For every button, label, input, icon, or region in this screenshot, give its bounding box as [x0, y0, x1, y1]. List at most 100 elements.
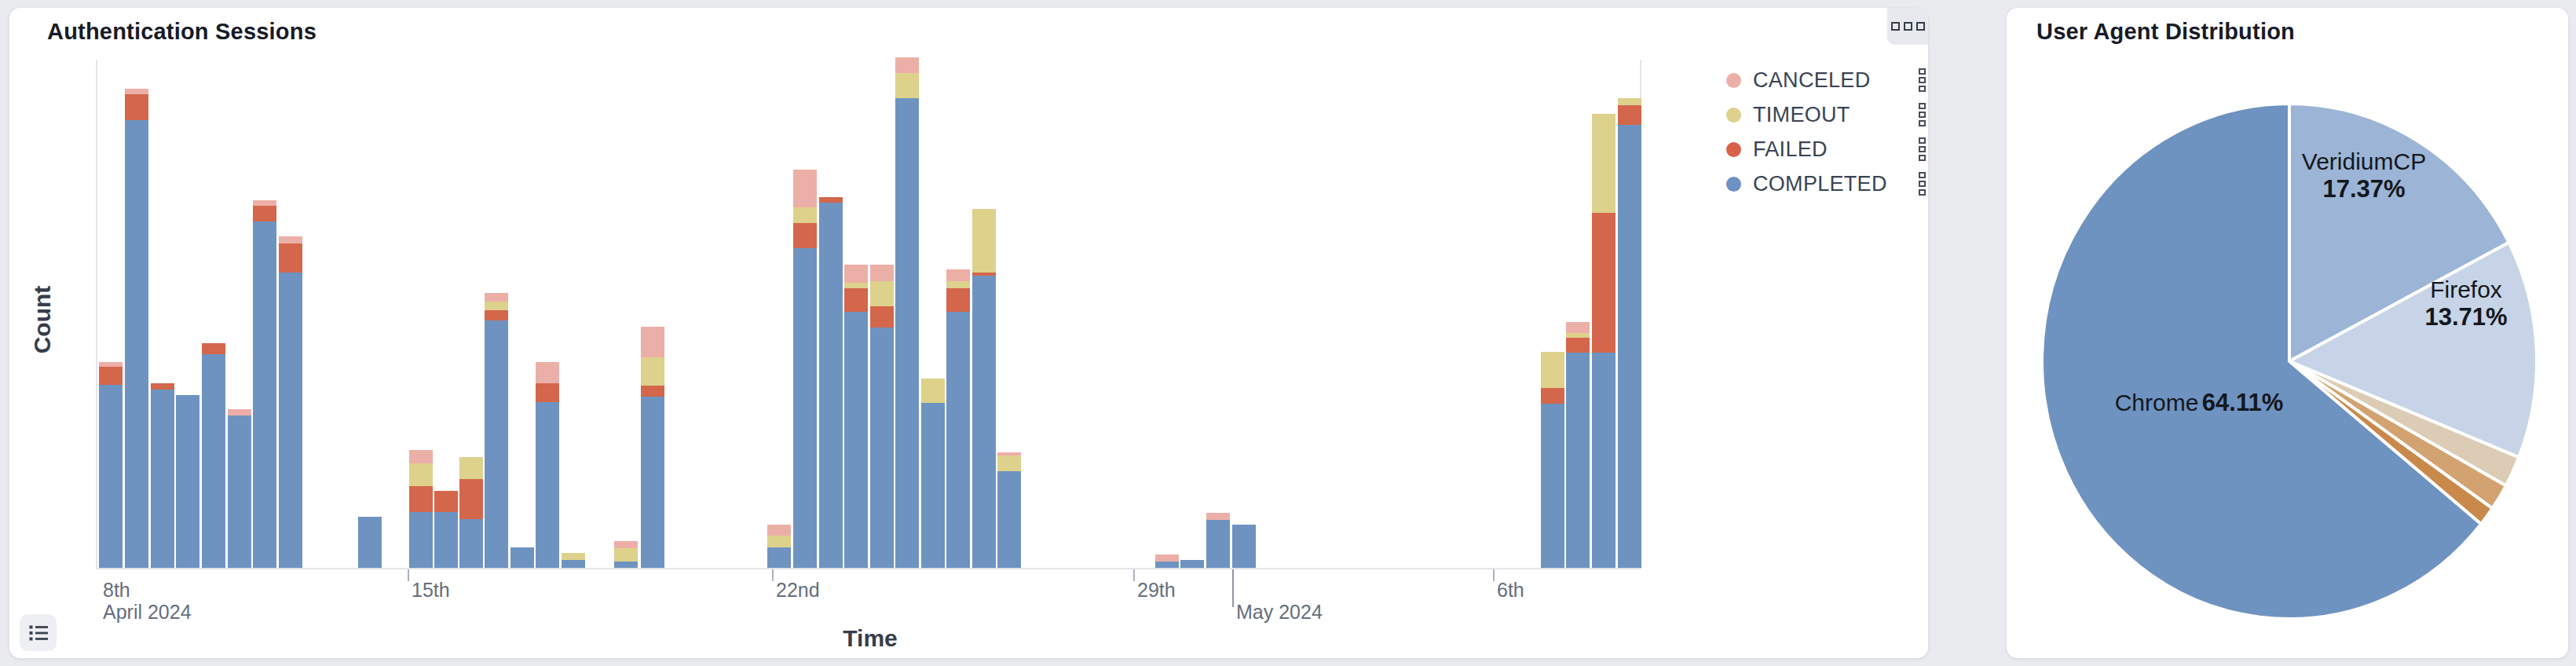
- bar-segment-completed[interactable]: [176, 395, 199, 568]
- bar-segment-completed[interactable]: [997, 471, 1021, 568]
- bar-segment-completed[interactable]: [536, 402, 559, 568]
- bar-segment-completed[interactable]: [228, 415, 251, 568]
- bar-segment-completed[interactable]: [358, 517, 382, 568]
- bar-segment-completed[interactable]: [972, 276, 996, 568]
- bar-segment-canceled[interactable]: [536, 362, 559, 383]
- drag-handle-icon[interactable]: [1917, 101, 1927, 128]
- bar-segment-completed[interactable]: [125, 120, 148, 568]
- bar-segment-completed[interactable]: [921, 403, 945, 568]
- bar-segment-canceled[interactable]: [895, 57, 919, 73]
- bar-segment-failed[interactable]: [793, 223, 817, 248]
- bar-segment-failed[interactable]: [1566, 338, 1590, 353]
- bar-segment-completed[interactable]: [562, 560, 585, 568]
- bar-segment-failed[interactable]: [819, 197, 843, 203]
- bar-segment-completed[interactable]: [434, 512, 458, 568]
- bar-segment-canceled[interactable]: [99, 362, 123, 367]
- bar-segment-timeout[interactable]: [895, 73, 919, 98]
- bar-segment-completed[interactable]: [1541, 404, 1564, 568]
- bar-segment-timeout[interactable]: [614, 548, 638, 561]
- bar-segment-canceled[interactable]: [641, 327, 664, 357]
- bar-segment-timeout[interactable]: [1592, 114, 1615, 213]
- bar-segment-timeout[interactable]: [641, 357, 664, 386]
- bar-segment-failed[interactable]: [99, 367, 123, 385]
- bar-segment-canceled[interactable]: [1155, 554, 1179, 562]
- bar-segment-timeout[interactable]: [870, 281, 894, 306]
- bar-segment-failed[interactable]: [1541, 388, 1564, 404]
- bar-segment-canceled[interactable]: [614, 541, 638, 549]
- bar-segment-canceled[interactable]: [279, 236, 302, 243]
- bar-segment-canceled[interactable]: [997, 452, 1021, 456]
- bar-segment-canceled[interactable]: [844, 265, 868, 283]
- bar-segment-timeout[interactable]: [767, 536, 791, 547]
- bar-segment-canceled[interactable]: [793, 170, 817, 207]
- legend-item-canceled[interactable]: CANCELED: [1726, 63, 1927, 97]
- bar-segment-canceled[interactable]: [228, 409, 251, 415]
- bar-segment-completed[interactable]: [870, 328, 894, 568]
- bar-segment-canceled[interactable]: [253, 200, 276, 206]
- bar-segment-completed[interactable]: [1232, 525, 1256, 568]
- bar-segment-completed[interactable]: [485, 320, 508, 568]
- bar-segment-timeout[interactable]: [921, 379, 945, 403]
- bar-segment-failed[interactable]: [536, 383, 559, 403]
- bar-segment-completed[interactable]: [151, 390, 174, 568]
- bar-segment-completed[interactable]: [844, 312, 868, 568]
- drag-handle-icon[interactable]: [1917, 67, 1927, 93]
- bar-segment-timeout[interactable]: [459, 457, 483, 479]
- data-view-button[interactable]: [20, 614, 57, 651]
- bar-segment-failed[interactable]: [1618, 105, 1641, 125]
- bar-segment-failed[interactable]: [202, 343, 225, 354]
- bar-segment-timeout[interactable]: [844, 283, 868, 288]
- bar-segment-failed[interactable]: [409, 486, 433, 512]
- bar-segment-timeout[interactable]: [562, 553, 585, 560]
- bar-segment-failed[interactable]: [459, 479, 483, 519]
- bar-segment-failed[interactable]: [279, 243, 302, 273]
- legend-item-failed[interactable]: FAILED: [1726, 132, 1927, 166]
- bar-segment-failed[interactable]: [151, 383, 174, 390]
- bar-segment-completed[interactable]: [895, 98, 919, 568]
- bar-segment-completed[interactable]: [614, 562, 638, 568]
- bar-segment-canceled[interactable]: [767, 525, 791, 536]
- bar-segment-timeout[interactable]: [1618, 98, 1641, 105]
- bar-segment-timeout[interactable]: [1566, 333, 1590, 338]
- bar-segment-timeout[interactable]: [946, 281, 970, 288]
- bar-segment-completed[interactable]: [1155, 562, 1179, 568]
- bar-segment-completed[interactable]: [510, 547, 534, 568]
- bar-segment-failed[interactable]: [844, 288, 868, 312]
- bar-segment-completed[interactable]: [1566, 353, 1590, 568]
- bar-segment-failed[interactable]: [1592, 213, 1615, 353]
- bar-segment-failed[interactable]: [485, 310, 508, 320]
- drag-handle-icon[interactable]: [1917, 170, 1927, 197]
- bar-segment-timeout[interactable]: [409, 463, 433, 486]
- bar-segment-completed[interactable]: [946, 312, 970, 568]
- bar-segment-canceled[interactable]: [485, 293, 508, 302]
- bar-segment-failed[interactable]: [972, 273, 996, 276]
- bar-segment-canceled[interactable]: [409, 450, 433, 463]
- bar-segment-completed[interactable]: [819, 203, 843, 568]
- bar-segment-failed[interactable]: [870, 306, 894, 328]
- bar-segment-failed[interactable]: [253, 206, 276, 221]
- bar-segment-completed[interactable]: [767, 547, 791, 568]
- bar-segment-completed[interactable]: [1180, 560, 1204, 568]
- bar-segment-timeout[interactable]: [485, 302, 508, 310]
- bar-segment-failed[interactable]: [946, 288, 970, 312]
- bar-segment-canceled[interactable]: [946, 269, 970, 281]
- bar-segment-timeout[interactable]: [1541, 352, 1564, 387]
- bar-segment-timeout[interactable]: [997, 456, 1021, 470]
- bar-segment-completed[interactable]: [1592, 353, 1615, 568]
- bar-segment-completed[interactable]: [459, 519, 483, 568]
- bar-segment-completed[interactable]: [793, 248, 817, 568]
- bar-segment-completed[interactable]: [409, 512, 433, 568]
- bar-segment-completed[interactable]: [202, 354, 225, 568]
- bar-segment-canceled[interactable]: [1566, 322, 1590, 333]
- bar-segment-canceled[interactable]: [1206, 513, 1230, 520]
- legend-item-timeout[interactable]: TIMEOUT: [1726, 97, 1927, 132]
- bar-segment-failed[interactable]: [641, 386, 664, 397]
- bar-segment-failed[interactable]: [125, 94, 148, 119]
- drag-handle-icon[interactable]: [1917, 136, 1927, 163]
- legend-item-completed[interactable]: COMPLETED: [1726, 166, 1927, 201]
- bar-segment-canceled[interactable]: [870, 265, 894, 281]
- bar-segment-timeout[interactable]: [793, 207, 817, 223]
- bar-segment-completed[interactable]: [279, 273, 302, 568]
- bar-segment-completed[interactable]: [99, 385, 123, 568]
- bar-segment-failed[interactable]: [434, 491, 458, 512]
